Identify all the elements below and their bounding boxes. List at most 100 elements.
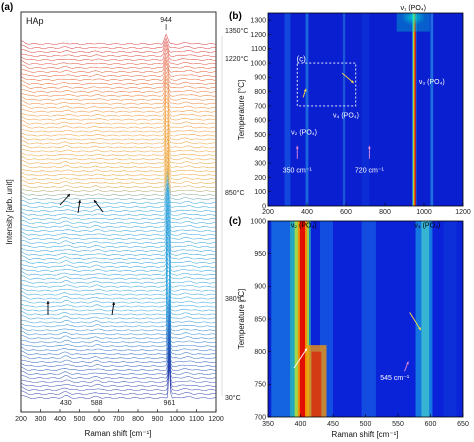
spectrum-line [21,281,216,304]
spectrum-line [21,78,216,93]
panel-b-y-ticks: 0 100 200 300 400 500 600 700 800 900 1000 1100 1200… [250,18,271,210]
spectrum-line [21,197,216,220]
spectrum-line [21,90,216,105]
arrow-head [350,80,354,84]
y-tick-label: 300 [254,161,266,168]
spectrum-line [21,365,216,399]
spectrum-line [21,307,216,336]
spectrum-line [21,137,216,157]
x-tick-label: 1000 [169,416,185,423]
spectrum-line [21,241,216,264]
arrow-head [112,302,116,306]
spectrum-line [21,345,216,379]
panel-a-peak-labels: 944 430 588 961 [60,17,175,407]
spectrum-line [21,244,216,268]
y-tick-label: 400 [254,146,266,153]
spectrum-line [21,86,216,101]
peak-label: 588 [91,400,103,407]
heatmap-band [430,13,434,206]
y-tick-label: 950 [254,251,266,258]
panel-c-y-label: Temperature [°C] [237,289,246,350]
arrow [409,312,422,331]
panel-a-label: (a) [1,2,13,13]
arrow-head [303,88,307,92]
spectrum-line [21,150,216,169]
x-tick-label: 600 [340,209,352,216]
x-tick-label: 200 [15,416,27,423]
x-tick-label: 1100 [189,416,204,423]
spectrum-line [21,253,216,276]
arrow-head [418,327,421,331]
spectrum-line [21,52,216,65]
spectrum-line [21,337,216,371]
spectrum-line [21,248,216,272]
y-tick-label: 700 [254,414,266,421]
arrow-head [367,145,371,149]
heatmap-band [284,13,291,206]
panel-b-x-ticks: 200 400 600 800 1000 1200 [262,203,471,216]
spectrum-line [21,328,216,360]
panel-a-x-label: Raman shift [cm⁻¹] [85,429,152,438]
spectrum-line [21,227,216,252]
spectrum-line [21,317,216,348]
arrow [293,348,308,369]
spectrum-line [21,134,216,153]
spectrum-line [21,74,216,89]
temperature-label: 380°C [225,295,245,303]
spectrum-line [21,295,216,320]
x-tick-label: 300 [35,416,47,423]
heatmap-band [361,13,370,206]
y-tick-label: 500 [254,132,266,139]
annotation-nu2: ν₂ (PO₄) [291,223,317,230]
spectrum-line [21,43,216,57]
x-tick-label: 800 [379,209,391,216]
spectrum-line [21,285,216,308]
spectrum-line [21,298,216,324]
spectrum-line [21,131,216,149]
spectrum-line [21,232,216,256]
peak-label: 961 [164,400,176,407]
spectrum-line [21,236,216,260]
temperature-label: 1220°C [225,55,248,63]
spectrum-line [21,320,216,352]
spectrum-line [21,178,216,200]
temperature-label: 1350°C [225,27,248,35]
spectrum-line [21,171,216,192]
y-tick-label: 900 [254,75,266,82]
arrow-head [78,200,82,204]
arrow-head [66,194,70,198]
spectrum-line [21,110,216,125]
spectrum-line [21,94,216,109]
annotation-c-box: (c) [296,55,306,64]
temperature-label: 30°C [225,394,241,402]
panel-a-temperature-labels: 1350°C 1220°C 850°C 380°C 30°C [221,27,248,402]
spectrum-line [21,204,216,228]
spectrum-line [21,81,216,97]
arrow-head [304,348,307,352]
spectrum-line [21,291,216,316]
arrow-head [94,200,97,204]
spectrum-line [21,186,216,208]
x-tick-label: 600 [93,416,105,423]
spectrum-line [21,287,216,312]
panel-b: (b) ν₁ (PO₄) ν₃ (PO₄) ν₄ (PO₄) ν₂ (PO₄) 350 … [229,5,471,216]
sample-label: HAp [26,16,44,26]
spectrum-line [21,208,216,232]
spectrum-line [21,189,216,212]
panel-b-heatmap [268,13,463,206]
panel-c-x-ticks: 350 400 450 500 550 600 650 [262,414,469,428]
y-tick-label: 700 [254,103,266,110]
spectrum-line [21,258,216,280]
heatmap-band [342,13,346,206]
x-tick-label: 400 [295,421,307,428]
y-tick-label: 1000 [250,60,266,67]
spectrum-line [21,334,216,367]
spectrum-line [21,352,216,387]
spectrum-line [21,331,216,363]
spectrum-line [21,106,216,121]
x-tick-label: 350 [262,421,274,428]
y-tick-label: 750 [254,382,266,389]
spectrum-line [21,274,216,296]
spectrum-line [21,201,216,224]
